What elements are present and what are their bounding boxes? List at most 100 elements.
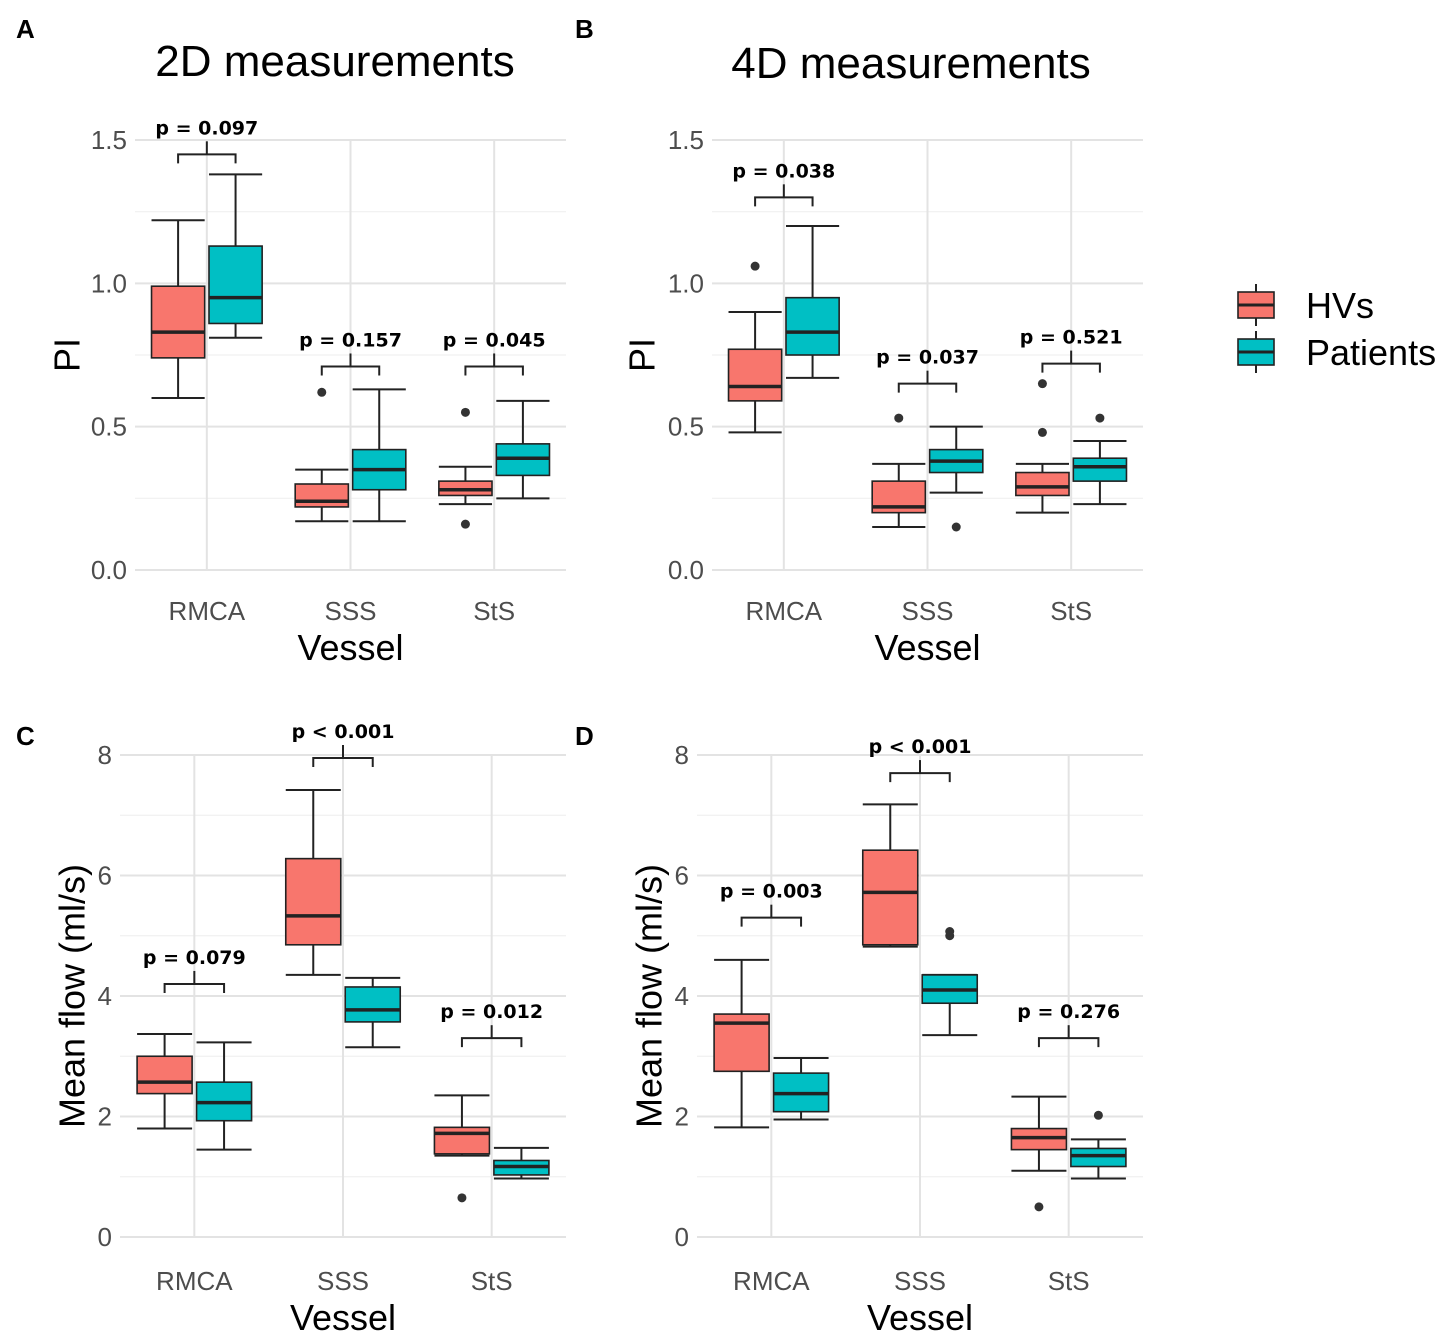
x-tick-label: SSS [901, 596, 953, 626]
x-tick-label: RMCA [156, 1266, 233, 1296]
boxplot-patients-sts [1072, 413, 1128, 506]
p-value-bracket [460, 1037, 523, 1048]
legend-label: HVs [1306, 285, 1374, 326]
box-iqr [344, 986, 402, 1023]
panel-letter: A [16, 14, 35, 44]
legend-label: Patients [1306, 332, 1436, 373]
panel-c: C 0 2 4 6 8 RMCA SSS StS Vessel Mean flow (ml/s) p … [16, 721, 566, 1338]
y-tick-label: 0.0 [91, 555, 127, 585]
boxplot-patients-sts [1070, 1110, 1127, 1180]
y-axis-title: Mean flow (ml/s) [52, 864, 93, 1128]
boxplot-patients-sss [921, 927, 979, 1037]
x-tick-label: SSS [324, 596, 376, 626]
boxplot-patients-sss [344, 976, 402, 1049]
x-axis-title: Vessel [867, 1297, 973, 1338]
y-tick-label: 6 [675, 861, 689, 891]
x-tick-label: StS [1050, 596, 1092, 626]
boxplot-hvs-sts [433, 1094, 491, 1203]
box-iqr [727, 348, 783, 402]
p-value-label: p = 0.157 [299, 329, 402, 351]
boxplot-hvs-rmca [713, 958, 770, 1129]
box-iqr [208, 245, 263, 325]
boxplot-hvs-sss [284, 788, 342, 976]
p-value-bracket [464, 365, 524, 376]
y-tick-label: 0.5 [668, 412, 704, 442]
y-tick-label: 1.0 [668, 268, 704, 298]
p-value-label: p = 0.038 [732, 160, 835, 182]
y-tick-label: 1.0 [91, 268, 127, 298]
x-tick-label: SSS [317, 1266, 369, 1296]
panel-a: A 2D measurements 0.0 0.5 1.0 1.5 RMCA SSS StS Ve… [16, 14, 566, 668]
p-value-annotation: p = 0.038 [732, 160, 835, 207]
p-value-annotation: p < 0.001 [292, 721, 395, 768]
y-tick-label: 1.5 [91, 125, 127, 155]
y-axis-title: PI [47, 338, 88, 372]
boxplot-patients-sts [493, 1146, 550, 1180]
boxplot-patients-rmca [195, 1041, 253, 1151]
y-tick-label: 6 [98, 861, 112, 891]
x-tick-label: RMCA [746, 596, 823, 626]
p-value-label: p = 0.045 [443, 329, 546, 351]
p-value-bracket [320, 365, 381, 376]
boxplot-hvs-rmca [150, 219, 206, 399]
p-value-label: p = 0.079 [143, 947, 246, 969]
boxplot-hvs-sts [1015, 379, 1070, 514]
legend-item-patients: Patients [1237, 331, 1436, 373]
y-tick-label: 4 [98, 981, 112, 1011]
p-value-bracket [312, 757, 374, 768]
p-value-bracket [1037, 1037, 1100, 1048]
box-iqr [294, 483, 350, 508]
y-tick-label: 0.5 [91, 412, 127, 442]
p-value-label: p < 0.001 [292, 721, 395, 743]
panel-title: 4D measurements [731, 39, 1090, 88]
y-tick-label: 4 [675, 981, 689, 1011]
y-axis-title: Mean flow (ml/s) [629, 864, 670, 1128]
p-value-label: p = 0.097 [155, 117, 258, 139]
p-value-label: p = 0.276 [1017, 1001, 1120, 1023]
box-iqr [433, 1126, 491, 1155]
outlier-point [1095, 413, 1105, 423]
boxplot-hvs-rmca [727, 261, 783, 434]
boxplot-hvs-sss [294, 387, 350, 523]
boxplot-patients-rmca [772, 1057, 830, 1121]
y-tick-label: 2 [675, 1102, 689, 1132]
box-iqr [1070, 1147, 1127, 1168]
outlier-point [1037, 379, 1047, 389]
x-tick-label: StS [473, 596, 515, 626]
outlier-point [894, 413, 904, 423]
outlier-point [317, 387, 327, 397]
boxplot-patients-sss [928, 425, 984, 532]
x-tick-label: RMCA [169, 596, 246, 626]
x-tick-label: StS [471, 1266, 513, 1296]
x-axis-title: Vessel [290, 1297, 396, 1338]
box-iqr [785, 296, 840, 356]
x-axis-title: Vessel [874, 627, 980, 668]
legend-item-hvs: HVs [1237, 284, 1374, 326]
p-value-annotation: p = 0.079 [143, 947, 246, 993]
box-iqr [150, 285, 206, 359]
outlier-point [750, 261, 760, 271]
y-tick-label: 0 [98, 1222, 112, 1252]
panel-letter: B [575, 14, 594, 44]
p-value-annotation: p = 0.157 [299, 329, 402, 376]
panel-title: 2D measurements [155, 37, 514, 86]
p-value-label: p < 0.001 [869, 736, 972, 758]
boxplot-patients-sts [495, 399, 551, 500]
outlier-point [1037, 427, 1047, 437]
box-iqr [1072, 457, 1128, 482]
outlier-point [945, 927, 955, 937]
outlier-point [460, 407, 470, 417]
y-tick-label: 0.0 [668, 555, 704, 585]
p-value-label: p = 0.012 [440, 1001, 543, 1023]
p-value-annotation: p = 0.037 [876, 347, 979, 393]
p-value-annotation: p = 0.012 [440, 1001, 543, 1048]
y-tick-label: 8 [675, 740, 689, 770]
p-value-label: p = 0.003 [720, 881, 823, 903]
boxplot-patients-rmca [785, 225, 840, 379]
outlier-point [1034, 1202, 1044, 1212]
legend: HVs Patients [1237, 284, 1436, 373]
outlier-point [1093, 1110, 1103, 1120]
p-value-label: p = 0.037 [876, 347, 979, 369]
